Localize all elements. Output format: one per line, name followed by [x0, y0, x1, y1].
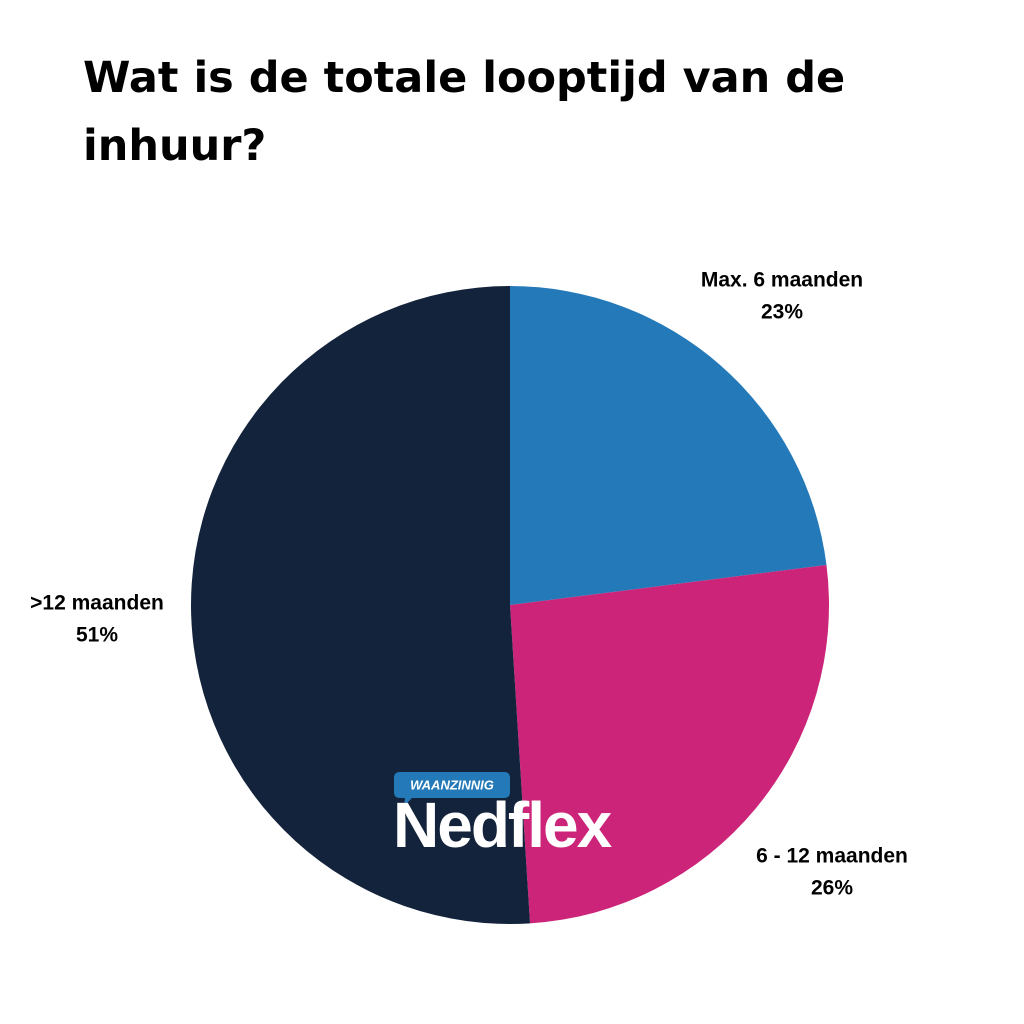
logo-badge [394, 772, 510, 806]
pie [190, 286, 829, 924]
chart-title: Wat is de totale looptijd van de inhuur? [83, 53, 846, 171]
labels: Max. 6 maanden 23% 6 - 12 maanden 26% >12 ma… [30, 269, 908, 900]
slice-label: Max. 6 maanden [701, 269, 863, 292]
value-label: 26% [811, 877, 853, 900]
pie-slice [510, 286, 827, 605]
logo-tag: WAANZINNIG [410, 777, 494, 792]
value-label: 51% [76, 624, 118, 647]
value-label: 23% [761, 301, 803, 324]
pie-slice [190, 286, 531, 924]
slice-label: 6 - 12 maanden [756, 845, 908, 868]
logo: WAANZINNIG Nedflex [393, 772, 615, 861]
pie-slice [510, 565, 829, 924]
slice-label: >12 maanden [30, 592, 164, 615]
logo-name: Nedflex [393, 789, 613, 861]
